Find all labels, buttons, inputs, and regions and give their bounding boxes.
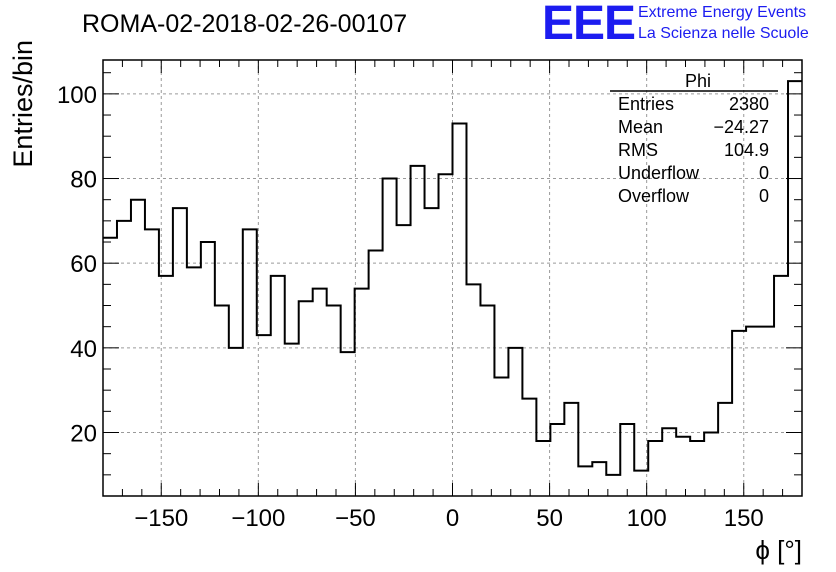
histogram-bin — [536, 441, 550, 496]
histogram-bin — [243, 229, 257, 496]
x-tick-label: 0 — [446, 505, 459, 532]
histogram-bin — [704, 433, 718, 496]
histogram-bin — [215, 306, 229, 496]
histogram-bin — [718, 403, 732, 496]
histogram-bin — [788, 81, 802, 496]
chart-title: ROMA-02-2018-02-26-00107 — [82, 10, 408, 38]
stats-value: 0 — [759, 186, 769, 206]
histogram-bin — [411, 166, 425, 496]
stats-label: RMS — [618, 140, 658, 160]
histogram-bin — [369, 250, 383, 496]
histogram-series-line — [103, 80, 802, 476]
histogram-bin — [690, 441, 704, 496]
histogram-bin — [173, 208, 187, 496]
stats-value: 2380 — [729, 94, 769, 114]
histogram-bin — [550, 424, 564, 496]
histogram-bin — [187, 267, 201, 496]
x-tick-label: −100 — [231, 505, 285, 532]
histogram-bin — [355, 289, 369, 496]
histogram-bin — [257, 335, 271, 496]
histogram-bin — [592, 462, 606, 496]
stats-value: −24.27 — [713, 117, 769, 137]
histogram-bin — [564, 403, 578, 496]
stats-label: Underflow — [618, 163, 700, 183]
histogram-bin — [383, 179, 397, 496]
y-tick-label: 80 — [70, 167, 97, 194]
x-tick-label: 50 — [536, 505, 563, 532]
eee-logo: EEE — [542, 0, 636, 50]
histogram-bin — [760, 327, 774, 496]
histogram-bin — [397, 225, 411, 496]
histogram-bin — [774, 276, 788, 496]
histogram-bin — [606, 475, 620, 496]
histogram-bin — [327, 306, 341, 496]
histogram-bin — [508, 348, 522, 496]
histogram-bin — [480, 306, 494, 496]
stats-label: Mean — [618, 117, 663, 137]
histogram-bin — [313, 289, 327, 496]
x-tick-label: −150 — [134, 505, 188, 532]
stats-label: Overflow — [618, 186, 690, 206]
stats-value: 104.9 — [724, 140, 769, 160]
histogram-bin — [341, 352, 355, 496]
histogram-bin — [439, 174, 453, 496]
y-tick-label: 100 — [57, 82, 97, 109]
stats-header: Phi — [685, 71, 711, 91]
histogram-bin — [285, 344, 299, 496]
histogram-bin — [648, 441, 662, 496]
histogram-bin — [453, 123, 467, 496]
logo-line-2: La Scienza nelle Scuole — [638, 25, 809, 42]
histogram-bin — [271, 276, 285, 496]
y-axis-label: Entries/bin — [8, 40, 38, 168]
histogram-bin — [117, 221, 131, 496]
histogram-bin — [578, 466, 592, 496]
histogram-bin — [145, 229, 159, 496]
histogram-bin — [229, 348, 243, 496]
histogram-bin — [634, 471, 648, 496]
x-tick-label: 150 — [724, 505, 764, 532]
histogram-bin — [662, 428, 676, 496]
logo-line-1: Extreme Energy Events — [638, 4, 807, 21]
x-tick-label: −50 — [335, 505, 376, 532]
y-tick-label: 60 — [70, 251, 97, 278]
histogram-bin — [103, 238, 117, 496]
histogram-bin — [201, 242, 215, 496]
stats-value: 0 — [759, 163, 769, 183]
histogram-bin — [494, 377, 508, 496]
x-axis-label: ϕ [°] — [755, 535, 802, 565]
x-tick-label: 100 — [627, 505, 667, 532]
histogram-bin — [746, 327, 760, 496]
histogram-bin — [299, 301, 313, 496]
histogram-bin — [522, 399, 536, 496]
y-tick-label: 20 — [70, 421, 97, 448]
histogram-bin — [425, 208, 439, 496]
histogram-bin — [466, 284, 480, 496]
histogram-bin — [620, 424, 634, 496]
y-tick-label: 40 — [70, 336, 97, 363]
stats-label: Entries — [618, 94, 674, 114]
histogram-bin — [676, 437, 690, 496]
